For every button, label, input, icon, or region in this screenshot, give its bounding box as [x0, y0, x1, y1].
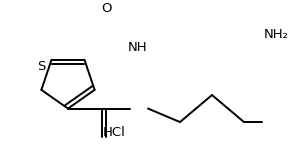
Text: NH: NH: [128, 41, 148, 54]
Text: O: O: [101, 2, 111, 15]
Text: S: S: [37, 60, 46, 73]
Text: NH₂: NH₂: [264, 28, 289, 41]
Text: HCl: HCl: [103, 126, 125, 139]
